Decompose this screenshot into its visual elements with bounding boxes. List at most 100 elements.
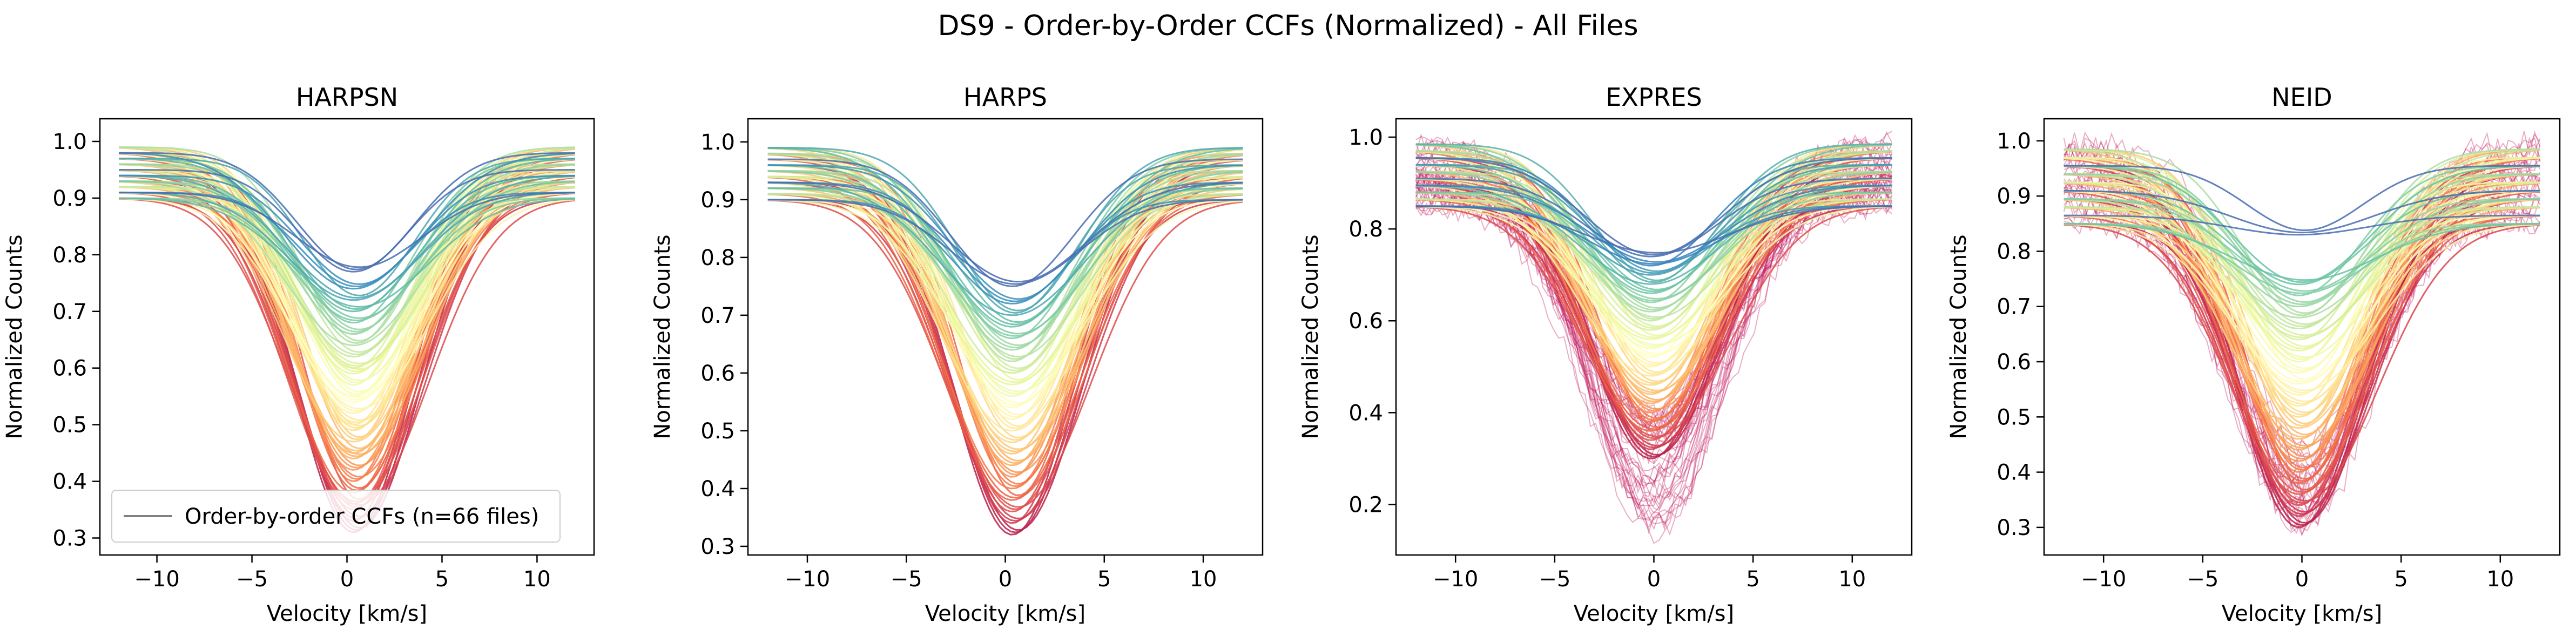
y-tick-label: 0.6 bbox=[1997, 350, 2031, 375]
ccf-series-line bbox=[1415, 171, 1892, 311]
ccf-series-line bbox=[1415, 178, 1892, 258]
ccf-series-line bbox=[767, 164, 1243, 300]
ccf-series-line bbox=[1415, 184, 1892, 274]
y-tick-label: 0.6 bbox=[700, 361, 735, 386]
x-tick-label: 5 bbox=[1746, 567, 1759, 592]
ccf-series-line bbox=[119, 192, 575, 478]
ccf-series-line bbox=[2064, 222, 2540, 418]
ccf-series-line bbox=[1415, 206, 1892, 346]
y-tick-label: 0.3 bbox=[52, 526, 87, 551]
y-tick-label: 0.8 bbox=[700, 246, 735, 270]
x-tick-label: −5 bbox=[891, 567, 922, 592]
x-tick-label: −10 bbox=[785, 567, 830, 592]
ccf-series-line bbox=[767, 181, 1243, 283]
ccf-series-line bbox=[767, 153, 1243, 346]
ccf-series-line bbox=[767, 181, 1243, 302]
x-tick-label: 0 bbox=[2295, 567, 2309, 592]
x-tick-label: 0 bbox=[1647, 567, 1661, 592]
figure-suptitle: DS9 - Order-by-Order CCFs (Normalized) -… bbox=[938, 10, 1638, 42]
ccf-series-line bbox=[767, 187, 1243, 323]
ccf-series-line bbox=[1415, 143, 1892, 281]
ccf-series-line bbox=[119, 163, 575, 441]
ccf-series-line bbox=[767, 181, 1243, 533]
ccf-series-line bbox=[119, 174, 575, 313]
y-axis-label: Normalized Counts bbox=[2, 234, 27, 439]
x-tick-label: 10 bbox=[523, 567, 551, 592]
ccf-series-line bbox=[2064, 173, 2540, 414]
ccf-series-line bbox=[2064, 190, 2540, 383]
ccf-series-line bbox=[2064, 157, 2540, 347]
ccf-series-line bbox=[2064, 214, 2540, 371]
x-tick-label: 5 bbox=[1097, 567, 1111, 592]
x-axis-label: Velocity [km/s] bbox=[1574, 601, 1734, 626]
ccf-series-line bbox=[2064, 214, 2540, 236]
y-tick-label: 1.0 bbox=[700, 130, 735, 155]
y-tick-label: 0.4 bbox=[52, 470, 87, 495]
ccf-series-line bbox=[1415, 157, 1892, 256]
x-tick-label: −10 bbox=[2081, 567, 2126, 592]
ccf-series-line bbox=[767, 181, 1243, 418]
y-tick-label: 0.4 bbox=[700, 477, 735, 502]
ccf-series-line bbox=[767, 170, 1243, 349]
ccf-series-line bbox=[1415, 185, 1892, 263]
y-tick-label: 0.5 bbox=[700, 419, 735, 444]
ccf-series-line bbox=[767, 187, 1243, 438]
ccf-series-line bbox=[767, 199, 1243, 392]
ccf-series-line bbox=[2064, 181, 2540, 363]
y-tick-label: 0.6 bbox=[1348, 309, 1383, 334]
ccf-series-line bbox=[2064, 222, 2540, 308]
ccf-series-line bbox=[119, 198, 575, 410]
ccf-series-line bbox=[1415, 164, 1892, 294]
y-axis-label: Normalized Counts bbox=[650, 234, 675, 439]
ccf-series-line bbox=[1415, 205, 1892, 357]
ccf-series-line bbox=[1415, 144, 1892, 293]
plot-area bbox=[767, 147, 1243, 536]
y-tick-label: 0.6 bbox=[52, 356, 87, 381]
ccf-series-line bbox=[767, 199, 1243, 407]
legend: Order-by-order CCFs (n=66 files) bbox=[111, 490, 561, 543]
ccf-series-line bbox=[119, 186, 575, 353]
x-tick-label: 10 bbox=[1838, 567, 1866, 592]
panel-harpsn: −10 −5 0 5 10 0.3 0.4 0.5 0.6 0.7 0.8 0.9 1.0 HARPSN V… bbox=[2, 83, 595, 626]
y-tick-label: 0.9 bbox=[52, 186, 87, 211]
ccf-series-line bbox=[1415, 198, 1892, 329]
plot-area bbox=[2063, 130, 2541, 537]
ccf-series-line bbox=[767, 199, 1243, 508]
ccf-series-line bbox=[119, 197, 575, 322]
y-axis-label: Normalized Counts bbox=[1298, 234, 1323, 439]
ccf-series-line bbox=[2064, 198, 2540, 292]
ccf-series-line bbox=[2064, 165, 2540, 232]
ccf-series-line bbox=[1415, 157, 1892, 267]
x-axis-label: Velocity [km/s] bbox=[925, 601, 1085, 626]
ccf-series-line bbox=[2064, 198, 2540, 306]
ccf-series-line bbox=[2064, 198, 2540, 403]
ccf-series-line bbox=[119, 191, 575, 288]
ccf-series-line bbox=[767, 176, 1243, 513]
ccf-series-line bbox=[119, 152, 575, 290]
ccf-series-line bbox=[119, 163, 575, 330]
y-tick-label: 0.9 bbox=[700, 188, 735, 213]
ccf-series-line bbox=[1415, 171, 1892, 322]
panel-title: EXPRES bbox=[1606, 83, 1702, 112]
ccf-series-line bbox=[767, 170, 1243, 335]
panel-neid: −10 −5 0 5 10 0.3 0.4 0.5 0.6 0.7 0.8 0.9 1.0 NEID Vel… bbox=[1946, 83, 2561, 626]
ccf-series-line bbox=[767, 147, 1243, 340]
ccf-noisy-line bbox=[1415, 194, 1893, 506]
y-tick-label: 0.4 bbox=[1997, 461, 2031, 485]
ccf-series-line bbox=[2064, 223, 2540, 281]
y-tick-label: 0.7 bbox=[52, 300, 87, 324]
ccf-series-line bbox=[119, 197, 575, 308]
ccf-series-line bbox=[119, 169, 575, 273]
ccf-series-line bbox=[2064, 165, 2540, 296]
ccf-series-line bbox=[1415, 205, 1892, 368]
ccf-series-line bbox=[119, 192, 575, 403]
ccf-series-line bbox=[2064, 223, 2540, 391]
panel-harps: −10 −5 0 5 10 0.3 0.4 0.5 0.6 0.7 0.8 0.9 1.0 HARPS Ve… bbox=[650, 83, 1264, 626]
y-tick-label: 0.8 bbox=[1348, 217, 1383, 242]
x-tick-label: 0 bbox=[999, 567, 1012, 592]
x-tick-label: −10 bbox=[1433, 567, 1478, 592]
y-tick-label: 0.7 bbox=[1997, 295, 2031, 320]
ccf-series-line bbox=[2064, 214, 2540, 469]
ccf-series-line bbox=[1415, 164, 1892, 283]
ccf-series-line bbox=[1415, 198, 1892, 410]
